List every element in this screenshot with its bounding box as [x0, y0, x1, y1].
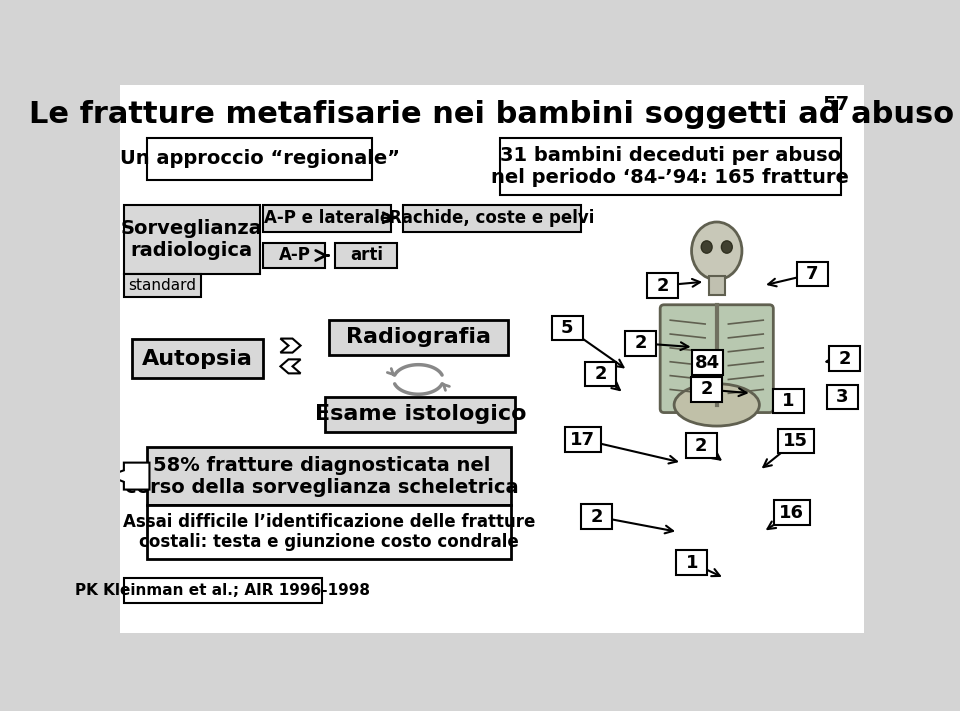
- Text: Esame istologico: Esame istologico: [315, 405, 526, 424]
- Bar: [581, 504, 612, 529]
- Polygon shape: [280, 338, 300, 353]
- Text: 31 bambini deceduti per abuso
nel periodo ‘84-’94: 165 fratture: 31 bambini deceduti per abuso nel period…: [492, 146, 850, 187]
- Text: 15: 15: [783, 432, 808, 450]
- Text: 3: 3: [836, 388, 849, 406]
- Text: 2: 2: [657, 277, 669, 294]
- Bar: [124, 578, 322, 603]
- Bar: [647, 273, 678, 298]
- Bar: [552, 316, 583, 340]
- Ellipse shape: [721, 241, 732, 253]
- Ellipse shape: [701, 241, 712, 253]
- Ellipse shape: [691, 222, 742, 279]
- Text: 5: 5: [561, 319, 573, 337]
- Text: 2: 2: [635, 334, 647, 352]
- Text: arti: arti: [350, 247, 383, 264]
- Text: 84: 84: [695, 353, 720, 372]
- Bar: [829, 346, 860, 371]
- Text: standard: standard: [129, 278, 197, 293]
- Text: Sorveglianza
radiologica: Sorveglianza radiologica: [121, 219, 263, 260]
- Bar: [773, 389, 804, 413]
- Polygon shape: [108, 463, 150, 490]
- Bar: [403, 205, 581, 232]
- Text: 58% fratture diagnosticata nel
corso della sorveglianza scheletrica: 58% fratture diagnosticata nel corso del…: [125, 456, 518, 497]
- Text: 17: 17: [570, 431, 595, 449]
- Bar: [709, 275, 725, 295]
- Bar: [797, 262, 828, 287]
- Text: 2: 2: [594, 365, 607, 383]
- FancyBboxPatch shape: [660, 305, 774, 412]
- Bar: [500, 138, 841, 196]
- Bar: [147, 505, 512, 559]
- Text: 57: 57: [823, 95, 850, 114]
- Bar: [263, 243, 325, 268]
- Bar: [124, 274, 202, 297]
- Text: Rachide, coste e pelvi: Rachide, coste e pelvi: [390, 209, 594, 227]
- Bar: [774, 501, 809, 525]
- Bar: [263, 205, 392, 232]
- Bar: [329, 320, 508, 355]
- Bar: [147, 447, 512, 505]
- Polygon shape: [280, 359, 300, 373]
- Bar: [585, 362, 616, 386]
- Text: 1: 1: [781, 392, 794, 410]
- Bar: [625, 331, 657, 356]
- Bar: [132, 339, 263, 378]
- Bar: [335, 243, 397, 268]
- Bar: [691, 377, 722, 402]
- Bar: [120, 85, 864, 138]
- Text: 16: 16: [780, 503, 804, 522]
- Text: 2: 2: [701, 380, 713, 398]
- Text: 1: 1: [685, 554, 698, 572]
- Text: Assai difficile l’identificazione delle fratture
costali: testa e giunzione cost: Assai difficile l’identificazione delle …: [123, 513, 536, 551]
- Bar: [147, 138, 372, 180]
- Text: Radiografia: Radiografia: [346, 328, 491, 348]
- Text: A-P: A-P: [278, 247, 310, 264]
- Bar: [325, 397, 516, 432]
- Text: 2: 2: [695, 437, 708, 454]
- Text: Le fratture metafisarie nei bambini soggetti ad abuso: Le fratture metafisarie nei bambini sogg…: [30, 100, 954, 129]
- Text: 7: 7: [805, 265, 818, 283]
- Bar: [827, 385, 858, 410]
- Bar: [124, 205, 259, 274]
- Text: A-P e laterale: A-P e laterale: [264, 209, 391, 227]
- Bar: [778, 429, 814, 454]
- Bar: [692, 351, 723, 375]
- Text: Un approccio “regionale”: Un approccio “regionale”: [119, 149, 399, 169]
- Text: PK Kleinman et al.; AIR 1996-1998: PK Kleinman et al.; AIR 1996-1998: [75, 583, 371, 598]
- Bar: [677, 550, 708, 575]
- Text: 2: 2: [838, 350, 851, 368]
- Bar: [685, 434, 717, 458]
- Text: Autopsia: Autopsia: [142, 348, 252, 369]
- Ellipse shape: [674, 384, 759, 426]
- Bar: [564, 427, 601, 451]
- Text: 2: 2: [590, 508, 603, 525]
